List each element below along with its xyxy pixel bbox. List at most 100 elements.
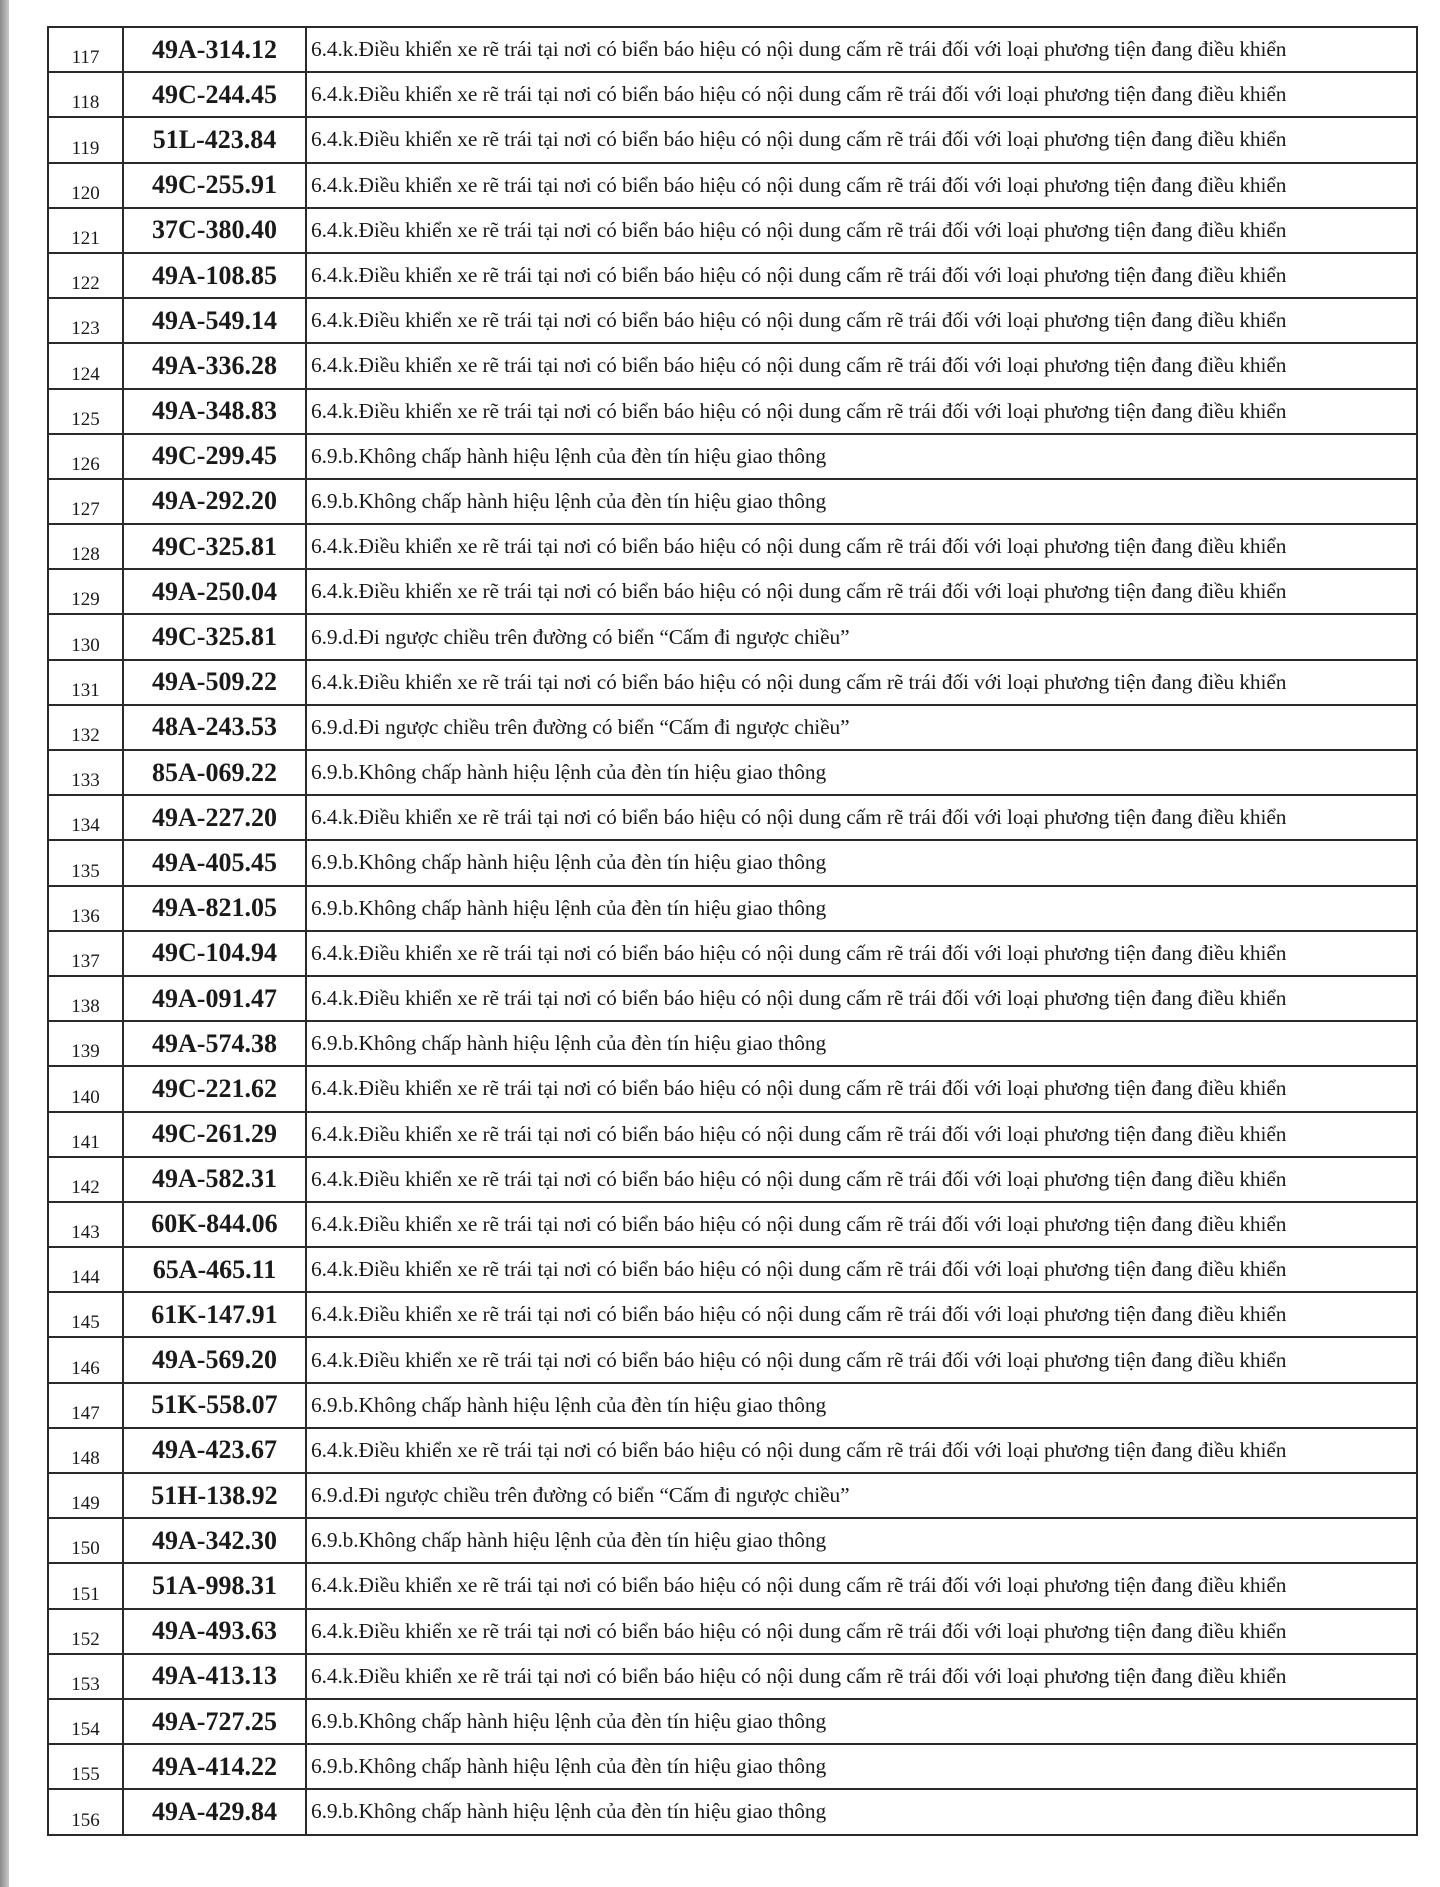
license-plate: 49A-342.30	[122, 1517, 307, 1565]
row-number: 143	[47, 1200, 124, 1249]
table-row: 141 49C-261.29 6.4.k.Điều khiển xe rẽ trái…	[47, 1110, 1418, 1158]
table-row: 129 49A-250.04 6.4.k.Điều khiển xe rẽ trái…	[47, 568, 1418, 616]
row-number: 126	[47, 432, 124, 480]
table-row: 145 61K-147.91 6.4.k.Điều khiển xe rẽ trái…	[47, 1291, 1418, 1339]
violation-description: 6.4.k.Điều khiển xe rẽ trái tại nơi có b…	[305, 251, 1418, 300]
row-number: 127	[47, 477, 124, 526]
violation-description: 6.4.k.Điều khiển xe rẽ trái tại nơi có b…	[305, 523, 1418, 571]
table-row: 143 60K-844.06 6.4.k.Điều khiển xe rẽ trái…	[47, 1200, 1418, 1249]
violation-description: 6.4.k.Điều khiển xe rẽ trái tại nơi có b…	[305, 206, 1418, 254]
row-number: 147	[47, 1381, 124, 1429]
row-number: 154	[47, 1697, 124, 1746]
table-row: 125 49A-348.83 6.4.k.Điều khiển xe rẽ trái…	[47, 387, 1418, 435]
license-plate: 49A-292.20	[122, 477, 307, 526]
violation-description: 6.4.k.Điều khiển xe rẽ trái tại nơi có b…	[305, 161, 1418, 209]
row-number: 137	[47, 929, 124, 977]
table-row: 119 51L-423.84 6.4.k.Điều khiển xe rẽ trái…	[47, 116, 1418, 164]
row-number: 151	[47, 1562, 124, 1610]
violation-description: 6.9.b.Không chấp hành hiệu lệnh của đèn …	[305, 1788, 1418, 1836]
row-number: 149	[47, 1471, 124, 1520]
license-plate: 49A-423.67	[122, 1426, 307, 1475]
license-plate: 65A-465.11	[122, 1246, 307, 1294]
license-plate: 48A-243.53	[122, 703, 307, 752]
violation-description: 6.4.k.Điều khiển xe rẽ trái tại nơi có b…	[305, 342, 1418, 390]
violation-description: 6.9.b.Không chấp hành hiệu lệnh của đèn …	[305, 1517, 1418, 1565]
table-row: 136 49A-821.05 6.9.b.Không chấp hành hiệu …	[47, 884, 1418, 932]
row-number: 156	[47, 1788, 124, 1836]
violation-description: 6.4.k.Điều khiển xe rẽ trái tại nơi có b…	[305, 1246, 1418, 1294]
license-plate: 49A-414.22	[122, 1743, 307, 1791]
violation-description: 6.9.b.Không chấp hành hiệu lệnh của đèn …	[305, 839, 1418, 887]
row-number: 152	[47, 1607, 124, 1655]
row-number: 136	[47, 884, 124, 932]
table-row: 120 49C-255.91 6.4.k.Điều khiển xe rẽ trái…	[47, 161, 1418, 209]
violation-description: 6.4.k.Điều khiển xe rẽ trái tại nơi có b…	[305, 387, 1418, 435]
table-row: 130 49C-325.81 6.9.d.Đi ngược chiều trên đ…	[47, 613, 1418, 661]
license-plate: 51A-998.31	[122, 1562, 307, 1610]
table-row: 117 49A-314.12 6.4.k.Điều khiển xe rẽ trái…	[47, 25, 1418, 74]
license-plate: 49A-429.84	[122, 1788, 307, 1836]
violation-description: 6.4.k.Điều khiển xe rẽ trái tại nơi có b…	[305, 1155, 1418, 1203]
row-number: 132	[47, 703, 124, 752]
violation-description: 6.9.b.Không chấp hành hiệu lệnh của đèn …	[305, 1381, 1418, 1429]
license-plate: 49A-405.45	[122, 839, 307, 887]
row-number: 120	[47, 161, 124, 209]
table-row: 126 49C-299.45 6.9.b.Không chấp hành hiệu …	[47, 432, 1418, 480]
violation-description: 6.4.k.Điều khiển xe rẽ trái tại nơi có b…	[305, 1607, 1418, 1655]
violation-description: 6.4.k.Điều khiển xe rẽ trái tại nơi có b…	[305, 794, 1418, 842]
row-number: 142	[47, 1155, 124, 1203]
violation-description: 6.4.k.Điều khiển xe rẽ trái tại nơi có b…	[305, 658, 1418, 706]
row-number: 144	[47, 1246, 124, 1294]
row-number: 122	[47, 251, 124, 300]
row-number: 118	[47, 71, 124, 119]
license-plate: 49A-091.47	[122, 974, 307, 1023]
license-plate: 49A-336.28	[122, 342, 307, 390]
table-row: 147 51K-558.07 6.9.b.Không chấp hành hiệu …	[47, 1381, 1418, 1429]
table-row: 122 49A-108.85 6.4.k.Điều khiển xe rẽ trái…	[47, 251, 1418, 300]
table-row: 140 49C-221.62 6.4.k.Điều khiển xe rẽ trái…	[47, 1065, 1418, 1113]
table-row: 142 49A-582.31 6.4.k.Điều khiển xe rẽ trái…	[47, 1155, 1418, 1203]
violation-description: 6.4.k.Điều khiển xe rẽ trái tại nơi có b…	[305, 1110, 1418, 1158]
license-plate: 85A-069.22	[122, 748, 307, 797]
license-plate: 60K-844.06	[122, 1200, 307, 1249]
license-plate: 49A-108.85	[122, 251, 307, 300]
table-row: 144 65A-465.11 6.4.k.Điều khiển xe rẽ trái…	[47, 1246, 1418, 1294]
row-number: 140	[47, 1065, 124, 1113]
violation-description: 6.9.b.Không chấp hành hiệu lệnh của đèn …	[305, 432, 1418, 480]
violation-description: 6.4.k.Điều khiển xe rẽ trái tại nơi có b…	[305, 25, 1418, 74]
license-plate: 49A-314.12	[122, 25, 307, 74]
license-plate: 49A-227.20	[122, 794, 307, 842]
license-plate: 61K-147.91	[122, 1291, 307, 1339]
license-plate: 51K-558.07	[122, 1381, 307, 1429]
table-row: 150 49A-342.30 6.9.b.Không chấp hành hiệu …	[47, 1517, 1418, 1565]
row-number: 146	[47, 1336, 124, 1384]
table-row: 146 49A-569.20 6.4.k.Điều khiển xe rẽ trái…	[47, 1336, 1418, 1384]
violation-description: 6.4.k.Điều khiển xe rẽ trái tại nơi có b…	[305, 929, 1418, 977]
violation-description: 6.4.k.Điều khiển xe rẽ trái tại nơi có b…	[305, 568, 1418, 616]
row-number: 129	[47, 568, 124, 616]
scan-edge-shadow	[0, 0, 9, 1887]
table-row: 118 49C-244.45 6.4.k.Điều khiển xe rẽ trái…	[47, 71, 1418, 119]
table-row: 155 49A-414.22 6.9.b.Không chấp hành hiệu …	[47, 1743, 1418, 1791]
license-plate: 49A-348.83	[122, 387, 307, 435]
table-row: 148 49A-423.67 6.4.k.Điều khiển xe rẽ trái…	[47, 1426, 1418, 1475]
violation-description: 6.4.k.Điều khiển xe rẽ trái tại nơi có b…	[305, 1426, 1418, 1475]
violation-description: 6.4.k.Điều khiển xe rẽ trái tại nơi có b…	[305, 297, 1418, 345]
violation-description: 6.4.k.Điều khiển xe rẽ trái tại nơi có b…	[305, 1065, 1418, 1113]
row-number: 133	[47, 748, 124, 797]
violation-description: 6.9.b.Không chấp hành hiệu lệnh của đèn …	[305, 1020, 1418, 1068]
row-number: 128	[47, 523, 124, 571]
license-plate: 49C-261.29	[122, 1110, 307, 1158]
violation-description: 6.4.k.Điều khiển xe rẽ trái tại nơi có b…	[305, 116, 1418, 164]
license-plate: 51H-138.92	[122, 1471, 307, 1520]
row-number: 141	[47, 1110, 124, 1158]
table-row: 156 49A-429.84 6.9.b.Không chấp hành hiệu …	[47, 1788, 1418, 1836]
violation-description: 6.9.d.Đi ngược chiều trên đường có biển …	[305, 1471, 1418, 1520]
table-row: 135 49A-405.45 6.9.b.Không chấp hành hiệu …	[47, 839, 1418, 887]
table-row: 154 49A-727.25 6.9.b.Không chấp hành hiệu …	[47, 1697, 1418, 1746]
row-number: 134	[47, 794, 124, 842]
table-row: 137 49C-104.94 6.4.k.Điều khiển xe rẽ trái…	[47, 929, 1418, 977]
row-number: 117	[47, 25, 124, 74]
table-row: 128 49C-325.81 6.4.k.Điều khiển xe rẽ trái…	[47, 523, 1418, 571]
table-row: 124 49A-336.28 6.4.k.Điều khiển xe rẽ trái…	[47, 342, 1418, 390]
